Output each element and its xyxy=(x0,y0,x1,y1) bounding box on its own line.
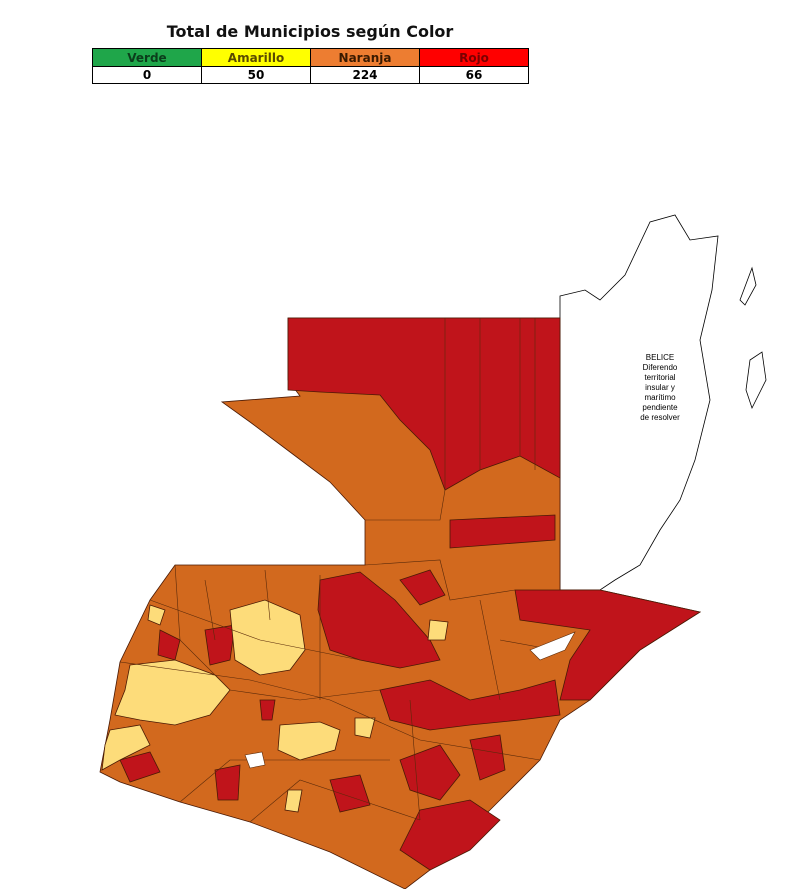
cell: 66 xyxy=(419,66,529,84)
cell: 224 xyxy=(310,66,420,84)
header-cell: Naranja xyxy=(310,48,420,67)
belize-outline xyxy=(559,214,719,591)
header-row: Verde Amarillo Naranja Rojo xyxy=(92,48,529,67)
label-line: insular y xyxy=(645,383,675,392)
lake-izabal xyxy=(529,631,576,661)
label-line: marítimo xyxy=(644,393,676,402)
label-line: de resolver xyxy=(640,413,680,422)
label-line: territorial xyxy=(644,373,675,382)
label-line: BELICE xyxy=(646,353,674,362)
header-cell: Rojo xyxy=(419,48,529,67)
rojo-regions xyxy=(119,317,702,871)
lake-atitlan xyxy=(244,751,266,769)
belize xyxy=(559,214,767,591)
color-table: Verde Amarillo Naranja Rojo 0 50 224 66 xyxy=(92,48,529,84)
header-cell: Amarillo xyxy=(201,48,311,67)
data-row: 0 50 224 66 xyxy=(92,66,529,84)
amarillo-regions xyxy=(101,599,449,813)
cell: 50 xyxy=(201,66,311,84)
guatemala xyxy=(99,317,702,889)
belize-label: BELICE Diferendo territorial insular y m… xyxy=(640,353,680,422)
header-cell: Verde xyxy=(92,48,202,67)
municipal-borders xyxy=(119,318,576,823)
cayes xyxy=(739,266,767,410)
label-line: Diferendo xyxy=(643,363,678,372)
table-title: Total de Municipios según Color xyxy=(166,22,454,41)
label-line: pendiente xyxy=(642,403,678,412)
